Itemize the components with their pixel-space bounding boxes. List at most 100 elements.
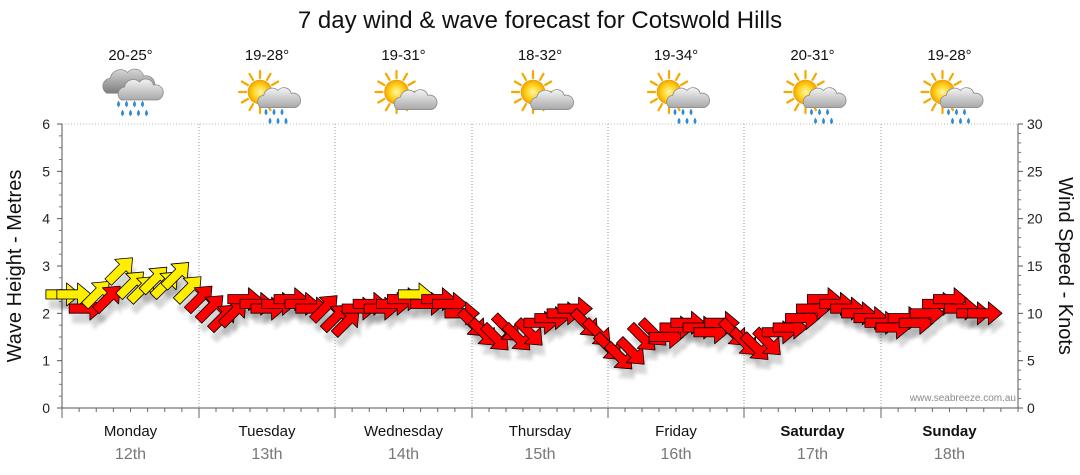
rain-drop [689,108,693,116]
day-date-label: 12th [115,446,146,463]
cloud-shape [393,89,438,110]
rain-drop [129,109,132,117]
rain-drop [677,117,681,125]
sun-ray [923,97,932,104]
rain-drop [951,117,954,125]
rain-drop [284,117,288,125]
wind-arrow [752,326,781,356]
day-name-label: Saturday [780,423,845,440]
sun-showers-icon [237,69,301,125]
sun-ray [953,80,962,87]
cloud-shape [257,87,301,108]
cloud-shape [802,87,847,108]
sun-ray [923,80,932,87]
sun-ray [816,80,825,87]
left-tick-label: 1 [42,353,50,369]
temperature-labels: 20-25° 19-28° 19-31° 18-32° 19-34° 20-31° 19-2… [108,47,971,64]
chart-title: 7 day wind & wave forecast for Cotswold … [298,7,782,34]
rain-drop [673,108,677,116]
right-tick-label: 15 [1027,258,1043,274]
sun-ray [513,80,522,87]
rain-drop [276,117,280,125]
left-tick-label: 0 [42,400,50,416]
rain-drop [963,108,966,116]
sun-ray [811,72,818,81]
wind-arrow-shadow [334,319,362,348]
wind-arrow-shadow [95,296,124,324]
sun-ray [657,72,664,81]
day-name-label: Sunday [922,423,977,440]
day-name-label: Wednesday [364,423,443,440]
temperature-label: 20-31° [790,47,834,64]
chart-grid [62,123,1018,408]
sun-ray [384,72,391,81]
rain-drop [141,100,144,108]
rain-drop [830,117,833,125]
rain-drop [955,108,958,116]
day-name-label: Thursday [509,423,572,440]
rain-drop [280,108,284,116]
rain-cloud-icon [102,68,164,117]
sun-ray [521,72,528,81]
day-labels: Monday 12th Tuesday 13th Wednesday 14th Thursd… [104,423,977,463]
rain-drop [685,117,689,125]
sun-ray [407,80,416,87]
day-date-label: 16th [660,446,691,463]
sun-ray [265,72,272,81]
rain-drop [145,109,148,117]
sun-ray [402,72,409,81]
left-axis-title: Wave Height - Metres [4,170,26,363]
sun-showers-icon [783,69,847,125]
sun-ray [657,103,664,112]
sun-ray [649,97,658,104]
day-name-label: Friday [655,423,697,440]
rain-drop [125,100,128,108]
credit-label: www.seabreeze.com.au [909,393,1016,404]
right-tick-label: 20 [1027,211,1043,227]
sun-ray [674,72,681,81]
right-tick-label: 25 [1027,163,1043,179]
wind-arrow-shadow [221,310,250,338]
sun-ray [680,80,689,87]
chart-axes: 0 1 2 3 4 5 6 0 5 10 15 20 25 30 [42,116,1043,418]
right-tick-label: 30 [1027,116,1043,132]
right-tick-label: 10 [1027,305,1043,321]
temperature-label: 19-28° [927,47,971,64]
rain-drop [967,117,970,125]
sun-showers-icon [646,69,710,125]
temperature-label: 19-28° [245,47,289,64]
rain-drop [810,108,813,116]
cloud-shape [530,89,574,110]
rain-drop [117,100,120,108]
wind-arrow-shadow [176,286,205,315]
rain-drop [947,108,950,116]
sun-showers-icon [920,69,984,125]
wind-arrow-shadow [187,296,216,324]
cloud-shape [939,87,984,108]
day-date-label: 14th [388,446,419,463]
rain-drop [959,117,962,125]
sun-ray [930,103,937,112]
sun-ray [649,80,658,87]
temperature-label: 20-25° [108,47,152,64]
cloud-shape [666,87,710,108]
rain-drop [268,117,272,125]
day-date-label: 13th [251,446,282,463]
wind-arrow [514,317,543,346]
day-date-label: 15th [524,446,555,463]
rain-drop [272,108,276,116]
rain-drop [137,109,140,117]
day-name-label: Monday [104,423,158,440]
day-date-label: 18th [934,446,965,463]
wind-arrow-shadow [198,305,226,334]
sun-ray [538,72,545,81]
wind-arrow [92,285,121,315]
left-tick-label: 2 [42,305,50,321]
sun-ray [793,103,800,112]
sun-ray [377,80,386,87]
temperature-label: 19-34° [654,47,698,64]
rain-drop [133,100,136,108]
right-tick-label: 5 [1027,353,1035,369]
sun-ray [930,72,937,81]
